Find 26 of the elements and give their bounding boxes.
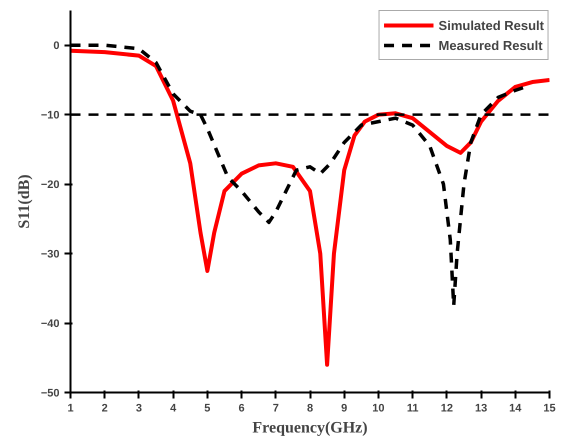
x-tick-label: 4 xyxy=(170,402,178,414)
y-tick-label: −20 xyxy=(40,179,60,192)
y-tick-label: −30 xyxy=(40,248,60,261)
y-tick-label: −50 xyxy=(40,388,60,400)
legend-label: Simulated Result xyxy=(438,18,544,32)
legend-label: Measured Result xyxy=(438,38,543,52)
x-tick-label: 14 xyxy=(509,402,522,414)
y-axis-title: S11(dB) xyxy=(16,174,33,229)
y-tick-label: −10 xyxy=(40,110,60,122)
x-tick-label: 3 xyxy=(136,402,142,414)
x-tick-label: 9 xyxy=(341,402,348,414)
x-tick-label: 2 xyxy=(102,402,108,414)
x-tick-label: 15 xyxy=(543,402,556,414)
x-tick-label: 8 xyxy=(306,402,314,414)
line-series xyxy=(70,48,550,367)
x-tick-label: 5 xyxy=(204,402,210,414)
x-tick-label: 6 xyxy=(238,402,245,414)
x-tick-label: 10 xyxy=(372,402,385,414)
x-tick-label: 7 xyxy=(272,402,279,414)
x-tick-label: 1 xyxy=(67,402,74,414)
x-tick-label: 12 xyxy=(440,402,453,414)
y-tick-label: 0 xyxy=(53,40,60,52)
x-axis-title: Frequency(GHz) xyxy=(252,420,368,436)
x-tick-label: 11 xyxy=(406,402,418,414)
y-tick-label: −40 xyxy=(40,318,60,330)
x-tick-label: 13 xyxy=(474,402,488,414)
